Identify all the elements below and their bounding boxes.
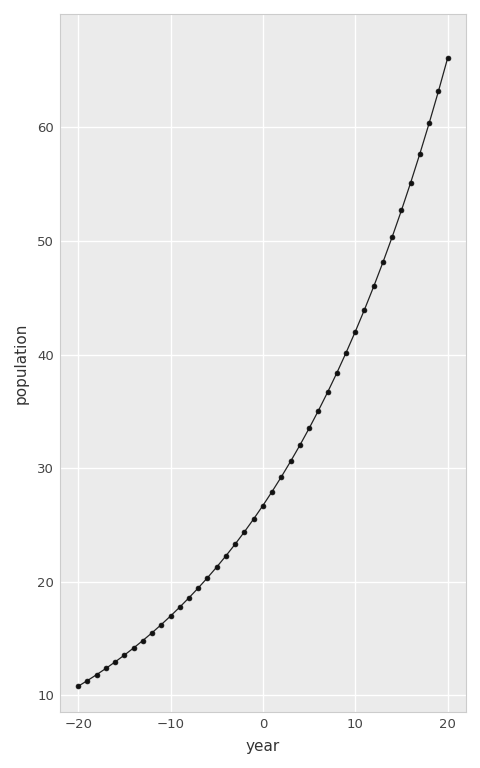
Y-axis label: population: population	[14, 323, 29, 404]
X-axis label: year: year	[246, 739, 280, 754]
